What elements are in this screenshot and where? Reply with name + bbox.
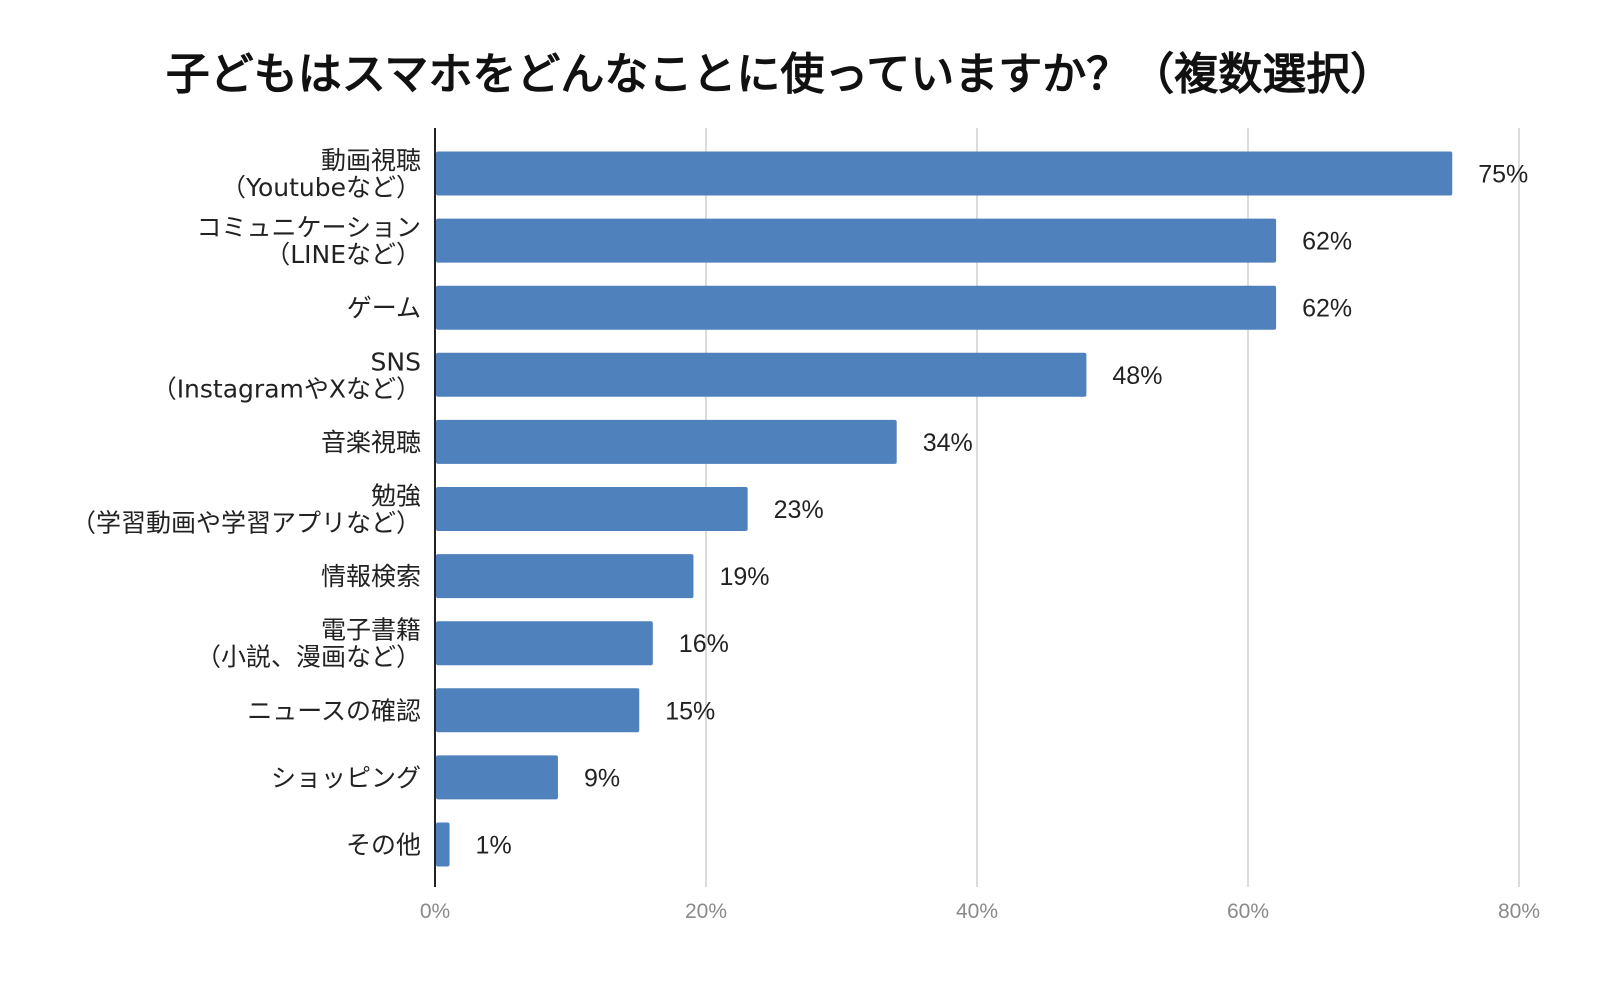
bar	[436, 554, 694, 599]
bars	[436, 151, 1453, 867]
x-tick-label: 20%	[685, 900, 727, 923]
category-label: （LINEなど）	[265, 240, 421, 269]
value-label: 9%	[584, 764, 620, 792]
category-label: ショッピング	[271, 763, 421, 792]
x-tick-label: 40%	[956, 900, 998, 923]
bar	[436, 151, 1453, 196]
bar	[436, 487, 748, 531]
category-label: （InstagramやXなど）	[152, 374, 421, 403]
x-tick-label: 0%	[420, 900, 450, 923]
category-label: 動画視聴	[321, 146, 421, 175]
bar	[436, 419, 897, 464]
value-label: 16%	[679, 630, 729, 658]
category-labels: 動画視聴（Youtubeなど） コミュニケーション（LINEなど） ゲーム SNS（I…	[71, 146, 421, 860]
category-label: SNS	[371, 347, 421, 376]
bar	[436, 822, 450, 867]
value-label: 23%	[774, 496, 824, 524]
value-labels: 75% 62% 62% 48% 34% 23% 19% 16% 15% 9% 1%	[476, 161, 1529, 860]
category-label: 勉強	[371, 482, 421, 511]
category-label: その他	[346, 831, 421, 860]
bar	[436, 621, 653, 666]
chart-title: 子どもはスマホをどんなことに使っていますか？（複数選択）	[165, 49, 1395, 100]
value-label: 15%	[665, 697, 715, 725]
value-label: 1%	[476, 832, 512, 860]
category-label: 音楽視聴	[321, 428, 421, 457]
bar	[436, 688, 640, 733]
category-label: ゲーム	[347, 294, 421, 323]
value-label: 34%	[923, 429, 973, 457]
bar	[436, 285, 1277, 330]
category-label: 情報検索	[321, 562, 421, 591]
value-label: 62%	[1302, 228, 1352, 256]
value-label: 75%	[1478, 161, 1528, 189]
category-label: 電子書籍	[321, 616, 421, 645]
x-axis-ticks: 0% 20% 40% 60% 80%	[420, 900, 1540, 923]
category-label: ニュースの確認	[247, 696, 421, 725]
bar	[436, 218, 1277, 263]
category-label: （小説、漫画など）	[196, 643, 421, 672]
value-label: 48%	[1112, 362, 1162, 390]
value-label: 62%	[1302, 295, 1352, 323]
category-label: （学習動画や学習アプリなど）	[71, 509, 421, 538]
value-label: 19%	[719, 563, 769, 591]
x-tick-label: 80%	[1498, 900, 1540, 923]
bar	[436, 352, 1087, 397]
category-label: （Youtubeなど）	[221, 173, 421, 202]
x-tick-label: 60%	[1227, 900, 1269, 923]
category-label: コミュニケーション	[196, 213, 421, 242]
bar	[436, 755, 558, 800]
